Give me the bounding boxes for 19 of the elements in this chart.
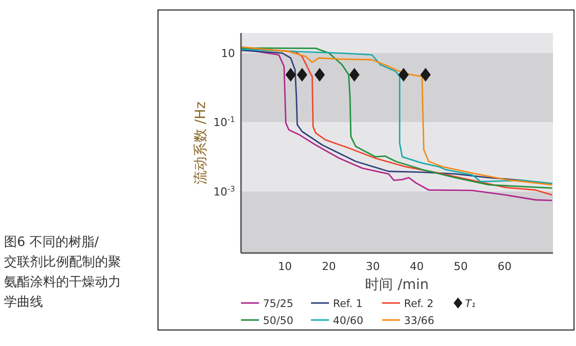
legend-label: Ref. 1 — [333, 298, 363, 310]
x-tick-label: 50 — [454, 260, 468, 273]
legend-label: 50/50 — [263, 315, 294, 327]
x-tick-label: 40 — [410, 260, 424, 273]
y-axis-title: 流动系数 /Hz — [193, 101, 209, 185]
x-tick-label: 30 — [366, 260, 380, 273]
y-tick-label: 10$^{-3}$ — [213, 184, 236, 198]
y-tick-label: 10 — [221, 47, 235, 60]
legend-label: Ref. 2 — [404, 298, 434, 310]
y-tick-label: 10$^{-1}$ — [213, 114, 236, 130]
x-axis-title: 时间 /min — [365, 277, 429, 293]
x-tick-label: 10 — [278, 260, 292, 273]
legend-label: T₁ — [465, 298, 476, 310]
legend-label: 40/60 — [333, 315, 364, 327]
x-tick-label: 20 — [322, 260, 336, 273]
caption: 图6 不同的树脂/交联剂比例配制的聚氨酯涂料的干燥动力学曲线 — [4, 235, 121, 310]
legend-label: 75/25 — [263, 298, 294, 310]
legend-label: 33/66 — [404, 315, 435, 327]
x-tick-label: 60 — [498, 260, 512, 273]
